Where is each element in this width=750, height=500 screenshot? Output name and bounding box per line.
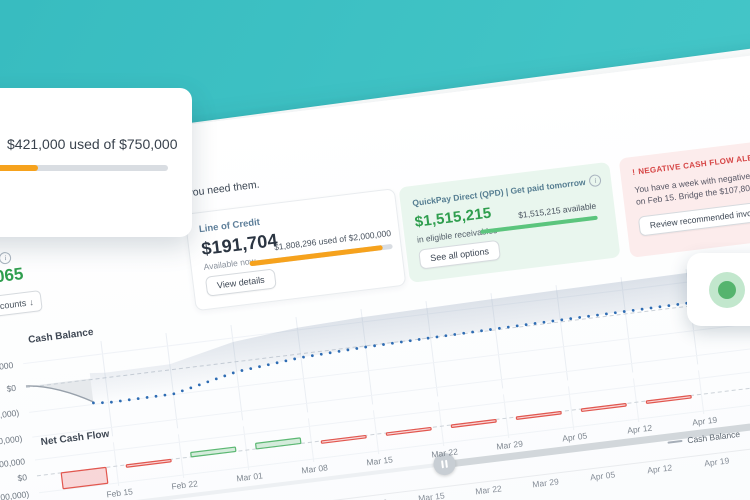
radio-icon[interactable]: [709, 272, 745, 308]
net-cash-flow-bar: [516, 412, 561, 420]
credit-usage-progressbar: [0, 165, 168, 171]
section-heading-fragment: you need them.: [187, 179, 260, 200]
quickpay-title: QuickPay Direct (QPD) | Get paid tomorro…: [412, 177, 586, 208]
y-axis-label: 000,000): [0, 433, 23, 454]
credit-usage-card: $421,000 used of $750,000: [0, 88, 192, 237]
y-axis-label: 00,000): [0, 408, 20, 429]
gridline: [568, 386, 573, 430]
dropdown-arrow-icon: ↓: [29, 296, 35, 306]
gridline: [308, 418, 313, 462]
gridline: [178, 434, 183, 478]
net-cash-flow-bar: [646, 396, 691, 404]
gridline: [113, 442, 118, 486]
net-cash-flow-bar: [386, 427, 431, 435]
y-axis-label: 0,000: [0, 360, 14, 381]
negative-cashflow-alert-card: ! NEGATIVE CASH FLOW ALERT You have a we…: [619, 132, 750, 258]
gridline: [373, 410, 378, 454]
net-cash-flow-bar: [321, 435, 366, 443]
slider-grip-icon: [445, 460, 447, 468]
slider-grip-icon: [441, 460, 443, 468]
gridline: [633, 378, 638, 422]
accounts-dropdown-label: counts: [0, 297, 27, 310]
info-icon[interactable]: i: [0, 251, 12, 264]
radio-dot-icon: [718, 281, 736, 299]
net-cash-flow-bar: [451, 419, 496, 427]
credit-usage-progress-fill: [0, 165, 38, 171]
accounts-dropdown[interactable]: counts ↓: [0, 290, 43, 322]
gridline: [438, 402, 443, 446]
app-background: you need them. Line of Credit $191,704 A…: [0, 0, 750, 500]
alert-exclamation-icon: !: [632, 168, 636, 177]
gridline: [698, 370, 703, 414]
gridline: [243, 426, 248, 470]
floating-option-card[interactable]: [687, 253, 750, 326]
info-icon[interactable]: i: [589, 174, 602, 187]
net-cash-flow-bar: [191, 447, 236, 457]
y-axis-label: 00,000): [0, 489, 30, 500]
legend-line-icon: [667, 440, 682, 444]
net-cash-flow-bar: [581, 404, 626, 412]
balance-value-fragment: ,065: [0, 264, 25, 288]
quickpay-card: QuickPay Direct (QPD) | Get paid tomorro…: [398, 162, 620, 283]
see-all-options-button[interactable]: See all options: [418, 240, 501, 270]
y-axis-label: $0: [0, 383, 17, 404]
line-of-credit-card: Line of Credit $191,704 Available now Vi…: [184, 188, 406, 311]
gridline: [503, 394, 508, 438]
net-cash-flow-bar: [256, 438, 301, 449]
credit-usage-text: $421,000 used of $750,000: [7, 136, 178, 152]
net-cash-flow-bar: [126, 459, 171, 467]
view-details-button[interactable]: View details: [205, 268, 277, 296]
